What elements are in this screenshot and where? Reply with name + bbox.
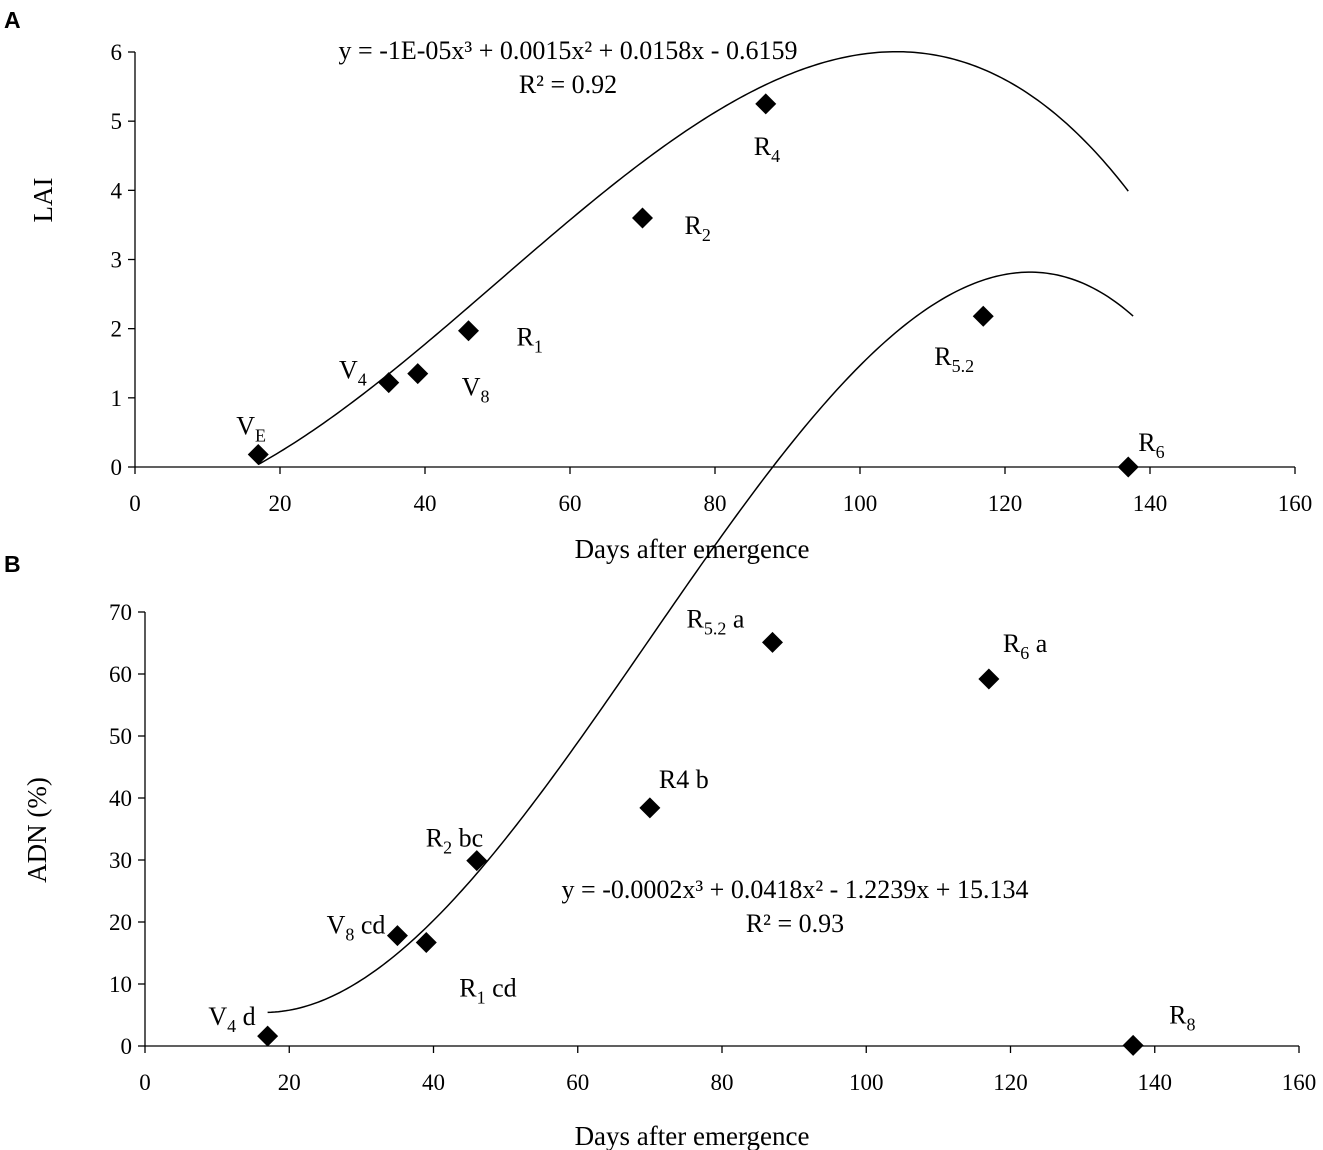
data-point (466, 850, 488, 872)
panel-a: A 0 20 40 60 80 100 120 140 160 0 1 2 3 4 5 6 Days after … (4, 7, 1312, 564)
point-label: V4 (339, 356, 367, 390)
trendline (257, 50, 1129, 466)
point-label: R8 (1169, 1000, 1195, 1034)
x-tick-label: 0 (139, 1070, 151, 1095)
x-tick-label: 60 (559, 491, 582, 516)
data-point (972, 305, 994, 327)
point-label: R6 a (1003, 629, 1048, 663)
data-point (378, 372, 400, 394)
data-point (632, 207, 653, 229)
data-point (247, 444, 269, 466)
point-label: R4 (754, 132, 780, 166)
trendline (267, 271, 1134, 1014)
panel-label: B (4, 551, 21, 577)
data-point (755, 93, 777, 115)
x-tick-label: 120 (988, 491, 1023, 516)
x-tick-label: 40 (422, 1070, 445, 1095)
x-tick-label: 60 (566, 1070, 589, 1095)
point-label: R5.2 a (686, 604, 744, 638)
point-label: R2 (685, 211, 711, 245)
data-point (415, 931, 437, 953)
y-tick-label: 4 (111, 178, 123, 203)
data-point (407, 363, 429, 385)
x-tick-label: 160 (1282, 1070, 1317, 1095)
point-label: R2 bc (426, 824, 483, 858)
point-label: R6 (1138, 428, 1164, 462)
x-tick-label: 0 (129, 491, 141, 516)
y-axis-title: ADN (%) (22, 777, 52, 883)
y-tick-label: 50 (109, 724, 132, 749)
panel-b: B0 20 40 60 80 100 120 140 160010203040506070Day… (4, 271, 1317, 1150)
data-point (257, 1025, 279, 1047)
x-tick-label: 100 (849, 1070, 884, 1095)
y-tick-label: 30 (109, 848, 132, 873)
x-tick-label: 160 (1278, 491, 1313, 516)
data-point (978, 668, 1000, 690)
point-label: V8 (462, 373, 490, 407)
point-label: R1 cd (459, 973, 516, 1007)
y-tick-label: 20 (109, 910, 132, 935)
trendline-equation: y = -1E-05x³ + 0.0015x² + 0.0158x - 0.61… (339, 36, 798, 65)
y-axis-title: LAI (28, 178, 58, 223)
x-tick-label: 40 (414, 491, 437, 516)
y-tick-label: 5 (111, 109, 123, 134)
point-label: R4 b (659, 765, 709, 794)
r-squared-label: R² = 0.93 (746, 909, 844, 938)
x-axis-title: Days after emergence (575, 1121, 810, 1150)
r-squared-label: R² = 0.92 (519, 70, 617, 99)
x-tick-label: 140 (1133, 491, 1168, 516)
data-point (458, 320, 479, 342)
data-point (639, 797, 661, 819)
panel-label: A (4, 7, 21, 33)
x-tick-label: 80 (704, 491, 727, 516)
y-tick-label: 10 (109, 972, 132, 997)
x-tick-label: 80 (711, 1070, 734, 1095)
y-tick-label: 1 (111, 386, 123, 411)
x-axis-title: Days after emergence (575, 534, 810, 564)
data-point (1117, 456, 1139, 478)
y-tick-label: 70 (109, 600, 132, 625)
y-tick-label: 0 (121, 1034, 133, 1059)
y-tick-label: 3 (111, 248, 123, 273)
x-tick-label: 20 (269, 491, 292, 516)
y-tick-label: 2 (111, 317, 123, 342)
y-tick-label: 60 (109, 662, 132, 687)
data-point (386, 925, 408, 947)
y-tick-label: 0 (111, 455, 123, 480)
x-tick-label: 120 (993, 1070, 1028, 1095)
x-tick-label: 140 (1138, 1070, 1173, 1095)
point-label: VE (236, 412, 266, 446)
y-tick-label: 40 (109, 786, 132, 811)
point-label: V4 d (208, 1002, 255, 1036)
data-point (1122, 1034, 1144, 1056)
point-label: R5.2 (934, 342, 974, 376)
point-label: R1 (517, 323, 543, 357)
y-tick-label: 6 (111, 40, 123, 65)
x-tick-label: 100 (843, 491, 878, 516)
trendline-equation: y = -0.0002x³ + 0.0418x² - 1.2239x + 15.… (562, 875, 1029, 904)
data-point (761, 631, 783, 653)
point-label: V8 cd (327, 911, 386, 945)
x-tick-label: 20 (278, 1070, 301, 1095)
